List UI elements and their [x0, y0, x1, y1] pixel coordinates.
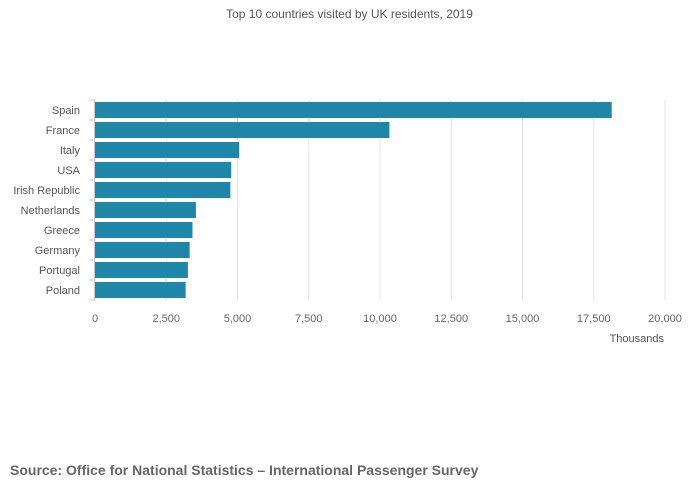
x-tick-label: 5,000 — [224, 313, 252, 325]
x-tick-label: 20,000 — [648, 313, 682, 325]
category-label: Poland — [46, 285, 80, 297]
x-tick-label: 12,500 — [434, 313, 468, 325]
bar-spain[interactable] — [95, 102, 612, 118]
x-tick-label: 2,500 — [152, 313, 180, 325]
bar-poland[interactable] — [95, 282, 186, 298]
bar-germany[interactable] — [95, 242, 190, 258]
category-label: Germany — [35, 245, 81, 257]
chart-title: Top 10 countries visited by UK residents… — [226, 7, 473, 21]
category-label: Greece — [44, 225, 80, 237]
category-label: Netherlands — [21, 205, 81, 217]
bar-france[interactable] — [95, 122, 390, 138]
bar-portugal[interactable] — [95, 262, 188, 278]
source-note: Source: Office for National Statistics –… — [10, 462, 479, 478]
bar-netherlands[interactable] — [95, 202, 196, 218]
category-label: Spain — [52, 105, 80, 117]
bar-greece[interactable] — [95, 222, 193, 238]
x-tick-label: 10,000 — [363, 313, 397, 325]
category-label: France — [46, 125, 80, 137]
x-tick-label: 0 — [92, 313, 98, 325]
x-axis-title: Thousands — [610, 333, 665, 345]
bar-usa[interactable] — [95, 162, 232, 178]
bars — [95, 102, 612, 298]
gridlines — [165, 100, 666, 300]
bar-chart: Spain France Italy USA Irish Republic Netherl… — [13, 99, 682, 345]
x-tick-label: 7,500 — [295, 313, 323, 325]
category-label: Irish Republic — [13, 185, 80, 197]
x-tick-label: 15,000 — [506, 313, 540, 325]
category-label: Italy — [60, 145, 81, 157]
bar-irish-republic[interactable] — [95, 182, 231, 198]
x-axis-ticks: 0 2,500 5,000 7,500 10,000 12,500 15,000 17,500… — [92, 313, 682, 325]
category-label: Portugal — [39, 265, 80, 277]
category-label: USA — [57, 165, 80, 177]
x-tick-label: 17,500 — [577, 313, 611, 325]
bar-italy[interactable] — [95, 142, 240, 158]
category-axis: Spain France Italy USA Irish Republic Netherl… — [13, 99, 95, 301]
